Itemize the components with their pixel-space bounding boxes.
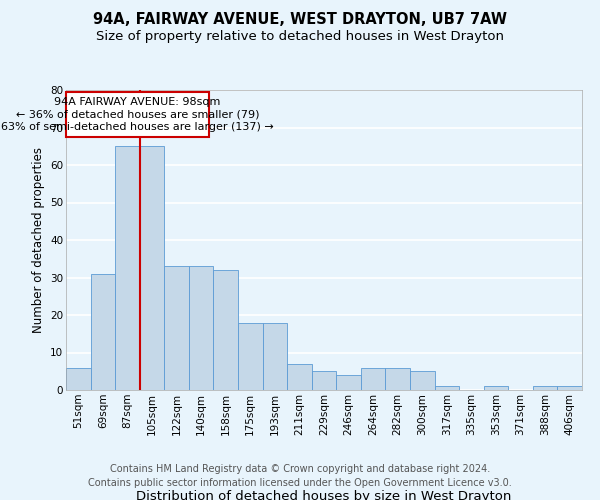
Bar	[263, 322, 287, 390]
Bar	[484, 386, 508, 390]
Text: 94A, FAIRWAY AVENUE, WEST DRAYTON, UB7 7AW: 94A, FAIRWAY AVENUE, WEST DRAYTON, UB7 7…	[93, 12, 507, 28]
X-axis label: Distribution of detached houses by size in West Drayton: Distribution of detached houses by size …	[136, 490, 512, 500]
Bar	[214, 270, 238, 390]
Bar	[164, 266, 189, 390]
Bar	[533, 386, 557, 390]
Bar	[91, 274, 115, 390]
Bar	[189, 266, 214, 390]
Text: Size of property relative to detached houses in West Drayton: Size of property relative to detached ho…	[96, 30, 504, 43]
Bar	[336, 375, 361, 390]
Text: 94A FAIRWAY AVENUE: 98sqm: 94A FAIRWAY AVENUE: 98sqm	[54, 97, 220, 107]
Bar	[361, 368, 385, 390]
Bar	[238, 322, 263, 390]
Bar	[434, 386, 459, 390]
Bar	[557, 386, 582, 390]
Bar	[140, 146, 164, 390]
Y-axis label: Number of detached properties: Number of detached properties	[32, 147, 44, 333]
Bar	[115, 146, 140, 390]
Text: Contains HM Land Registry data © Crown copyright and database right 2024.
Contai: Contains HM Land Registry data © Crown c…	[88, 464, 512, 487]
Bar	[385, 368, 410, 390]
Bar	[287, 364, 312, 390]
Bar	[66, 368, 91, 390]
Bar	[410, 371, 434, 390]
Text: ← 36% of detached houses are smaller (79): ← 36% of detached houses are smaller (79…	[16, 110, 259, 120]
Text: 63% of semi-detached houses are larger (137) →: 63% of semi-detached houses are larger (…	[1, 122, 274, 132]
Bar	[312, 371, 336, 390]
FancyBboxPatch shape	[66, 92, 209, 137]
